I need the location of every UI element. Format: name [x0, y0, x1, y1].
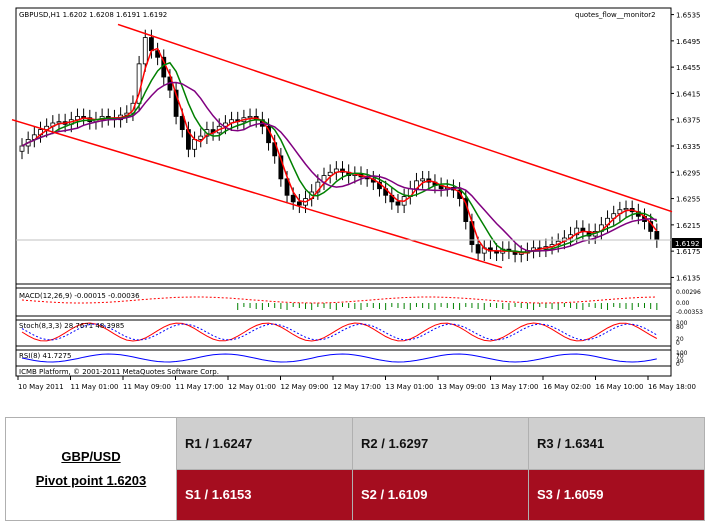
candle-body [296, 201, 302, 206]
r2-cell: R2 / 1.6297 [352, 417, 529, 470]
candle-body [327, 171, 333, 176]
price-tick-label: 1.6335 [676, 143, 701, 151]
candle-body [173, 89, 179, 117]
r3-cell: R3 / 1.6341 [528, 417, 705, 470]
candle-body [284, 178, 290, 196]
rsi-axis-label: 100 [676, 350, 688, 357]
price-axis: 1.6535 1.6495 1.6455 1.6415 1.6375 1.6335 1.62… [671, 12, 701, 282]
stoch-axis-label: 80 [676, 324, 684, 331]
candle-body [475, 244, 481, 254]
time-axis: 10 May 2011 11 May 01:00 11 May 09:00 11 Ma… [17, 376, 696, 391]
pivot-point: Pivot point 1.6203 [35, 473, 147, 488]
pivot-table: GBP/USD Pivot point 1.6203 R1 / 1.6247 R… [5, 417, 705, 521]
time-tick-label: 13 May 09:00 [438, 383, 486, 391]
price-tick-label: 1.6135 [676, 274, 701, 282]
time-tick-label: 12 May 09:00 [281, 383, 329, 391]
time-tick-label: 16 May 18:00 [648, 383, 696, 391]
candle-body [198, 135, 204, 140]
stoch-signal-line [21, 323, 658, 341]
time-tick-label: 13 May 17:00 [491, 383, 539, 391]
trend-channel [11, 23, 673, 269]
s1-cell: S1 / 1.6153 [176, 468, 353, 521]
candle-body [247, 116, 253, 119]
price-tick-label: 1.6175 [676, 248, 701, 256]
time-tick-label: 10 May 2011 [18, 383, 64, 391]
price-tick-label: 1.6455 [676, 64, 701, 72]
price-tick-label: 1.6535 [676, 12, 701, 20]
candle-body [395, 201, 401, 206]
rsi-label: RSI(8) 41.7275 [19, 352, 71, 360]
time-tick-label: 12 May 01:00 [228, 383, 276, 391]
candle-body [574, 227, 580, 236]
rsi-axis-label: 30 [676, 358, 684, 365]
price-chart: 1.6535 1.6495 1.6455 1.6415 1.6375 1.6335 1.62… [11, 7, 703, 391]
ma-slow-line [21, 81, 657, 252]
time-tick-label: 13 May 01:00 [386, 383, 434, 391]
price-tick-label: 1.6255 [676, 196, 701, 204]
candle-body [290, 194, 296, 203]
rsi-axis-label: 70 [676, 353, 684, 360]
macd-axis-label: -0.00353 [676, 309, 703, 316]
s3-cell: S3 / 1.6059 [528, 468, 705, 521]
stoch-main-line [21, 322, 658, 342]
r1-cell: R1 / 1.6247 [176, 417, 353, 470]
s2-cell: S2 / 1.6109 [352, 468, 529, 521]
time-tick-label: 11 May 09:00 [123, 383, 171, 391]
candle-body [654, 231, 660, 241]
candle-body [19, 145, 25, 152]
candle-body [222, 122, 228, 127]
time-tick-label: 11 May 17:00 [176, 383, 224, 391]
time-tick-label: 16 May 10:00 [596, 383, 644, 391]
ma-fast-line [21, 47, 658, 254]
macd-axis-label: 0.00 [676, 300, 690, 307]
candle-body [142, 37, 148, 65]
macd-axis-label: 0.00296 [676, 289, 701, 296]
stoch-axis-label: 20 [676, 336, 684, 343]
price-tick-label: 1.6295 [676, 169, 701, 177]
rsi-line [21, 353, 657, 363]
ma-mid-line [21, 61, 658, 253]
time-tick-label: 16 May 02:00 [543, 383, 591, 391]
candle-body [278, 155, 284, 180]
candle-body [192, 139, 197, 150]
current-price-label: 1.6192 [675, 240, 700, 248]
price-tick-label: 1.6215 [676, 222, 701, 230]
stoch-label: Stoch(8,3,3) 28.7671 48.3985 [19, 322, 124, 330]
price-tick-label: 1.6415 [676, 90, 701, 98]
copyright-text: ICMB Platform, © 2001-2011 MetaQuotes So… [19, 368, 219, 376]
candle-body [179, 116, 185, 130]
symbol-header: GBPUSD,H1 1.6202 1.6208 1.6191 1.6192 [19, 11, 167, 19]
price-tick-label: 1.6375 [676, 117, 701, 125]
stoch-axis-label: 0 [676, 340, 680, 347]
macd-label: MACD(12,26,9) -0.00015 -0.00036 [19, 292, 140, 300]
candle-body [149, 37, 154, 52]
channel-lower-line [11, 118, 503, 269]
stoch-axis-label: 100 [676, 320, 688, 327]
rsi-axis-label: 0 [676, 361, 680, 368]
macd-signal-line [21, 296, 657, 304]
chart-frame [15, 7, 672, 377]
pair-name: GBP/USD [61, 449, 121, 464]
price-tick-label: 1.6495 [676, 38, 701, 46]
moving-averages [21, 47, 658, 254]
indicator-label: quotes_flow__monitor2 [575, 11, 656, 19]
current-price-box [672, 238, 702, 248]
time-tick-label: 12 May 17:00 [333, 383, 381, 391]
channel-upper-line [117, 23, 673, 213]
time-tick-label: 11 May 01:00 [71, 383, 119, 391]
candle-body [623, 208, 629, 211]
pair-cell: GBP/USD Pivot point 1.6203 [5, 417, 177, 521]
candle-body [420, 178, 426, 182]
